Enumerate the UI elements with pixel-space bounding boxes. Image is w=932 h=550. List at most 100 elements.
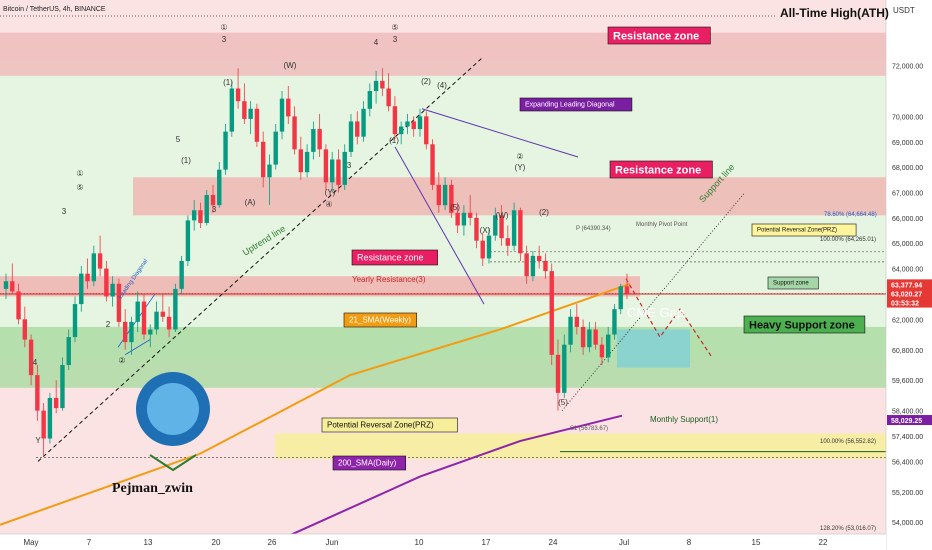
- price-badge-text: 63,020.27: [891, 291, 922, 298]
- ath-label: All-Time High(ATH): [780, 6, 889, 20]
- x-tick-label: 20: [212, 538, 221, 547]
- candle-body: [210, 195, 216, 206]
- wave-label: (1): [389, 136, 399, 145]
- candle-body: [618, 286, 623, 310]
- candle-body: [279, 98, 285, 132]
- candle-body: [122, 321, 128, 343]
- candle-body: [317, 129, 322, 150]
- sma21-label: 21_SMA(Weekly): [343, 312, 418, 328]
- candle-body: [91, 253, 97, 282]
- candle-body: [505, 238, 511, 246]
- price-scale-panel: [886, 0, 932, 550]
- sma21-label-bg: [343, 312, 418, 328]
- yearly-resistance-label: Yearly Resistance(3): [352, 275, 426, 284]
- monthly-pivot-value: P (64390.34): [576, 226, 611, 232]
- x-tick-label: 17: [482, 538, 491, 547]
- candle-body: [229, 88, 235, 132]
- resistance-zone-label-mid-bg: [609, 160, 713, 179]
- candle-body: [179, 260, 184, 289]
- sma21-weekly-line: [0, 282, 631, 526]
- leading-diagonal-lower: [124, 339, 151, 356]
- y-tick-label: 69,000.00: [892, 140, 923, 147]
- y-tick-label: 62,000.00: [892, 317, 923, 324]
- candle-body: [185, 220, 191, 261]
- y-tick-label: 66,000.00: [892, 216, 923, 223]
- y-tick-label: 59,600.00: [892, 378, 923, 385]
- heavy-support-zone-label: Heavy Support zone: [743, 315, 866, 334]
- candle-body: [97, 253, 103, 269]
- candle-body: [166, 316, 172, 330]
- wave-label: 2: [106, 320, 111, 329]
- y-tick-label: 55,200.00: [892, 490, 923, 497]
- wave-label: ①: [76, 169, 83, 178]
- candle-body: [442, 184, 448, 206]
- candle-body: [599, 344, 605, 358]
- sma200-daily-line: [284, 414, 623, 539]
- price-badge: [887, 297, 932, 308]
- candle-body: [612, 309, 617, 335]
- support-zone-small-label: Support zone: [767, 276, 819, 290]
- candle-body: [148, 329, 153, 335]
- wave-label: (W): [496, 211, 509, 220]
- currency-label[interactable]: USDT: [893, 6, 915, 15]
- time-scale-panel: [0, 534, 886, 550]
- wave-label: (1): [181, 156, 191, 165]
- candle-body: [329, 159, 335, 183]
- wave-label: (2): [421, 77, 431, 86]
- candle-body: [198, 210, 203, 223]
- support-zone-small-label-bg: [767, 276, 819, 290]
- candle-body: [518, 210, 523, 254]
- zone-band-2: [0, 276, 640, 297]
- candle-body: [267, 164, 272, 178]
- x-tick-label: May: [23, 538, 38, 547]
- wave-label: (5): [558, 398, 568, 407]
- diagonal-bottom-line: [394, 146, 485, 305]
- candle-body: [66, 337, 71, 365]
- candle-body: [260, 141, 266, 178]
- wave-label: (4): [437, 81, 447, 90]
- candle-body: [562, 344, 567, 393]
- fib-label-3: 128.20% (53,016.07): [820, 526, 876, 532]
- prz-zone-label-text: Potential Reversal Zone(PRZ): [327, 421, 434, 430]
- wave-label: (A): [245, 198, 256, 207]
- wave-label: 3: [393, 35, 398, 44]
- candle-body: [336, 159, 341, 185]
- wave-label: 3: [347, 161, 352, 170]
- candle-body: [449, 184, 454, 213]
- candle-body: [398, 126, 404, 135]
- candle-body: [160, 311, 166, 317]
- candle-body: [217, 169, 222, 206]
- sma200-label-bg: [332, 455, 407, 471]
- diagonal-top-line: [421, 108, 579, 158]
- candle-body: [474, 217, 479, 241]
- resistance-zone-label-top: Resistance zone: [607, 26, 711, 45]
- y-tick-label: 57,400.00: [892, 434, 923, 441]
- candle-body: [392, 106, 398, 135]
- x-tick-label: 8: [687, 538, 692, 547]
- sma200-label-text: 200_SMA(Daily): [338, 459, 397, 468]
- prz-small-label-bg: [751, 223, 857, 237]
- candle-body: [593, 329, 598, 345]
- price-badge-text: 63,377.94: [891, 282, 922, 289]
- resistance-zone-label-top-bg: [607, 26, 711, 45]
- x-tick-label: 26: [268, 538, 277, 547]
- x-tick-label: 22: [819, 538, 828, 547]
- candle-body: [273, 131, 278, 165]
- candle-body: [342, 151, 347, 185]
- y-tick-label: 70,000.00: [892, 114, 923, 121]
- wave-label: Y: [35, 436, 41, 445]
- candle-body: [549, 271, 554, 355]
- candle-body: [555, 354, 561, 393]
- wave-label: ②: [118, 356, 125, 365]
- cme-gap-label: CME Gap: [627, 305, 684, 320]
- candle-body: [47, 397, 53, 439]
- candle-body: [461, 212, 467, 226]
- candle-body: [355, 121, 360, 137]
- y-tick-label: 54,000.00: [892, 520, 923, 527]
- candle-body: [129, 321, 134, 343]
- y-tick-label: 56,400.00: [892, 459, 923, 466]
- candle-body: [141, 301, 147, 335]
- candle-body: [223, 131, 228, 170]
